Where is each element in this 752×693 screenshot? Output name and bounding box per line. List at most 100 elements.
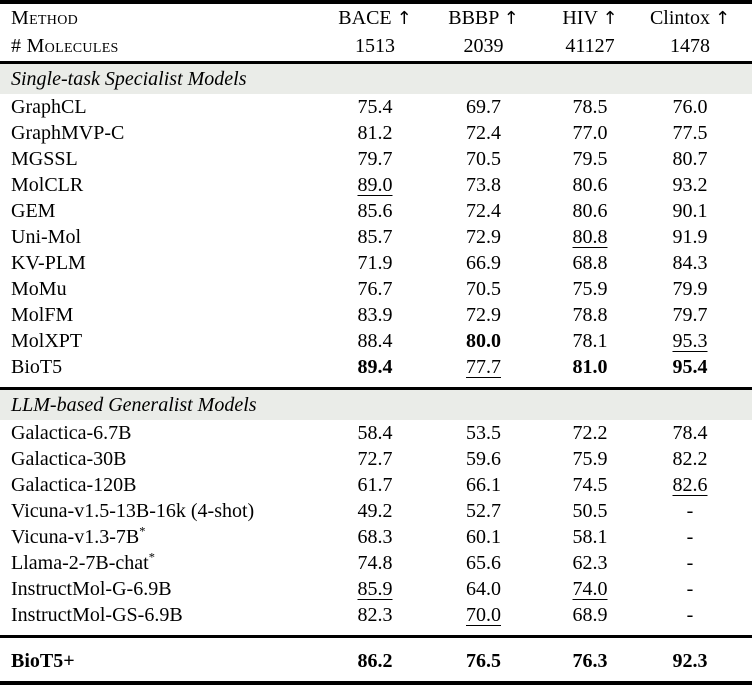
- method-cell: BioT5: [0, 354, 335, 389]
- value-cell: 52.7: [415, 498, 552, 524]
- method-name: MolXPT: [11, 329, 83, 352]
- value-cell: 93.2: [628, 172, 752, 198]
- method-cell: Uni-Mol: [0, 224, 335, 250]
- molecule-count-hiv: 41127: [565, 35, 615, 58]
- section-header-row: Single-task Specialist Models: [0, 62, 752, 94]
- metric-value: 88.4: [357, 329, 393, 352]
- value-cell: 64.0: [415, 576, 552, 602]
- metric-value: 81.2: [357, 121, 393, 144]
- method-cell: MoMu: [0, 276, 335, 302]
- method-cell: Vicuna-v1.3-7B*: [0, 524, 335, 550]
- value-cell: 71.9: [335, 250, 415, 276]
- value-cell: 75.9: [552, 446, 628, 472]
- value-cell: 78.5: [552, 94, 628, 120]
- metric-value: 73.8: [466, 173, 501, 196]
- table-row: InstructMol-GS-6.9B 82.3 70.0 68.9 -: [0, 602, 752, 637]
- metric-value: 50.5: [572, 499, 608, 522]
- method-cell: InstructMol-G-6.9B: [0, 576, 335, 602]
- method-name: Llama-2-7B-chat: [11, 551, 149, 574]
- metric-value: 58.4: [357, 421, 393, 444]
- metric-value: 68.9: [572, 603, 608, 626]
- value-cell: 50.5: [552, 498, 628, 524]
- metric-value: 90.1: [672, 199, 708, 222]
- value-cell: -: [628, 550, 752, 576]
- section-specialist-models: Single-task Specialist Models GraphCL 75.4…: [0, 62, 752, 388]
- value-cell: 58.1: [552, 524, 628, 550]
- metric-value: 52.7: [466, 499, 501, 522]
- value-cell: 65.6: [415, 550, 552, 576]
- table-row: MoMu 76.7 70.5 75.9 79.9: [0, 276, 752, 302]
- metric-value: 85.7: [357, 225, 393, 248]
- metric-value: -: [686, 551, 694, 574]
- column-header-clintox: Clintox ↑: [649, 6, 731, 29]
- metric-value: 75.9: [572, 447, 608, 470]
- value-cell: 85.9: [335, 576, 415, 602]
- value-cell: 92.3: [628, 636, 752, 683]
- up-arrow-icon: ↑: [602, 7, 618, 29]
- value-cell: 82.3: [335, 602, 415, 637]
- table-row: Vicuna-v1.5-13B-16k (4-shot) 49.2 52.7 50.5…: [0, 498, 752, 524]
- section-llm-generalist-models: LLM-based Generalist Models Galactica-6.7…: [0, 388, 752, 636]
- method-name: InstructMol-GS-6.9B: [11, 603, 183, 626]
- value-cell: 75.4: [335, 94, 415, 120]
- value-cell: 74.0: [552, 576, 628, 602]
- metric-value: 85.6: [357, 199, 393, 222]
- metric-value: 82.2: [672, 447, 708, 470]
- value-cell: 77.7: [415, 354, 552, 389]
- molecule-count-clintox: 1478: [670, 35, 710, 58]
- table-row: MolCLR 89.0 73.8 80.6 93.2: [0, 172, 752, 198]
- value-cell: 78.4: [628, 420, 752, 446]
- method-cell: Llama-2-7B-chat*: [0, 550, 335, 576]
- method-cell: GraphMVP-C: [0, 120, 335, 146]
- header-row-datasets: Method BACE ↑ BBBP ↑ HIV ↑ Clintox ↑: [0, 2, 752, 32]
- metric-value: 66.9: [466, 251, 501, 274]
- metric-value: 75.9: [572, 277, 608, 300]
- value-cell: 81.2: [335, 120, 415, 146]
- value-cell: 49.2: [335, 498, 415, 524]
- value-cell: 82.6: [628, 472, 752, 498]
- metric-value: -: [686, 525, 694, 548]
- metric-value: 76.7: [357, 277, 393, 300]
- metric-value: 80.8: [572, 225, 608, 248]
- method-name: MolFM: [11, 303, 74, 326]
- metric-value: 62.3: [572, 551, 608, 574]
- metric-value: 76.5: [466, 649, 501, 672]
- method-name: Galactica-6.7B: [11, 421, 132, 444]
- value-cell: 80.0: [415, 328, 552, 354]
- method-cell: MolXPT: [0, 328, 335, 354]
- table-row: Galactica-120B 61.7 66.1 74.5 82.6: [0, 472, 752, 498]
- metric-value: 93.2: [672, 173, 708, 196]
- metric-value: 49.2: [357, 499, 393, 522]
- value-cell: 85.7: [335, 224, 415, 250]
- value-cell: 53.5: [415, 420, 552, 446]
- value-cell: 66.1: [415, 472, 552, 498]
- metric-value: 68.8: [572, 251, 608, 274]
- value-cell: -: [628, 524, 752, 550]
- method-cell: Galactica-30B: [0, 446, 335, 472]
- section-header-row: LLM-based Generalist Models: [0, 388, 752, 420]
- metric-value: 74.5: [572, 473, 608, 496]
- metric-value: 70.5: [466, 277, 501, 300]
- value-cell: 91.9: [628, 224, 752, 250]
- value-cell: 79.7: [335, 146, 415, 172]
- value-cell: 76.7: [335, 276, 415, 302]
- method-cell: GEM: [0, 198, 335, 224]
- metric-value: 65.6: [466, 551, 501, 574]
- up-arrow-icon: ↑: [503, 7, 519, 29]
- section-title: Single-task Specialist Models: [0, 62, 752, 94]
- value-cell: 80.6: [552, 172, 628, 198]
- value-cell: 79.7: [628, 302, 752, 328]
- method-cell: Galactica-6.7B: [0, 420, 335, 446]
- table-row: MolXPT 88.4 80.0 78.1 95.3: [0, 328, 752, 354]
- value-cell: 90.1: [628, 198, 752, 224]
- method-name: Uni-Mol: [11, 225, 81, 248]
- value-cell: 84.3: [628, 250, 752, 276]
- metric-value: 74.0: [572, 577, 608, 600]
- up-arrow-icon: ↑: [714, 7, 731, 29]
- value-cell: 72.9: [415, 302, 552, 328]
- metric-value: 77.7: [466, 355, 501, 378]
- method-cell: MGSSL: [0, 146, 335, 172]
- metric-value: 79.7: [672, 303, 708, 326]
- method-cell: InstructMol-GS-6.9B: [0, 602, 335, 637]
- table-row: GraphMVP-C 81.2 72.4 77.0 77.5: [0, 120, 752, 146]
